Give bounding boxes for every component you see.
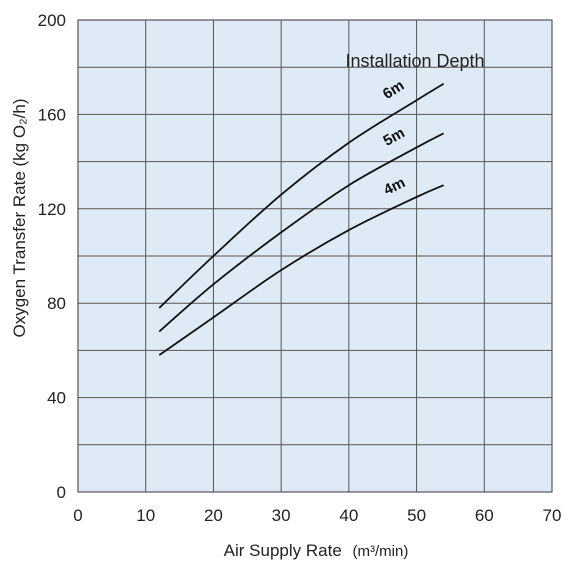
- x-tick-label: 40: [339, 506, 358, 525]
- x-tick-label: 30: [272, 506, 291, 525]
- x-tick-label: 50: [407, 506, 426, 525]
- series-line-4m: [158, 184, 445, 356]
- y-tick-label: 160: [38, 105, 66, 124]
- x-tick-label: 60: [475, 506, 494, 525]
- x-tick-label: 70: [543, 506, 562, 525]
- series-line-6m: [158, 82, 445, 309]
- y-tick-label: 120: [38, 200, 66, 219]
- series-lines: [158, 82, 445, 356]
- legend-title: Installation Depth: [345, 51, 484, 71]
- y-tick-labels: 0 40 80 120 160 200: [38, 11, 66, 502]
- y-tick-label: 200: [38, 11, 66, 30]
- plot-frame: [77, 19, 553, 493]
- y-axis-title: Oxygen Transfer Rate (kg O₂/h): [10, 98, 29, 337]
- x-axis-unit: (m³/min): [353, 543, 409, 560]
- y-tick-label: 40: [47, 389, 66, 408]
- y-tick-label: 0: [57, 483, 66, 502]
- x-axis-label: Air Supply Rate: [224, 541, 342, 560]
- x-tick-label: 10: [136, 506, 155, 525]
- x-tick-label: 20: [204, 506, 223, 525]
- x-tick-labels: 0 10 20 30 40 50 60 70: [73, 506, 561, 525]
- x-tick-label: 0: [73, 506, 82, 525]
- x-axis-title: Air Supply Rate (m³/min): [224, 541, 409, 560]
- y-tick-label: 80: [47, 294, 66, 313]
- series-line-5m: [158, 132, 445, 333]
